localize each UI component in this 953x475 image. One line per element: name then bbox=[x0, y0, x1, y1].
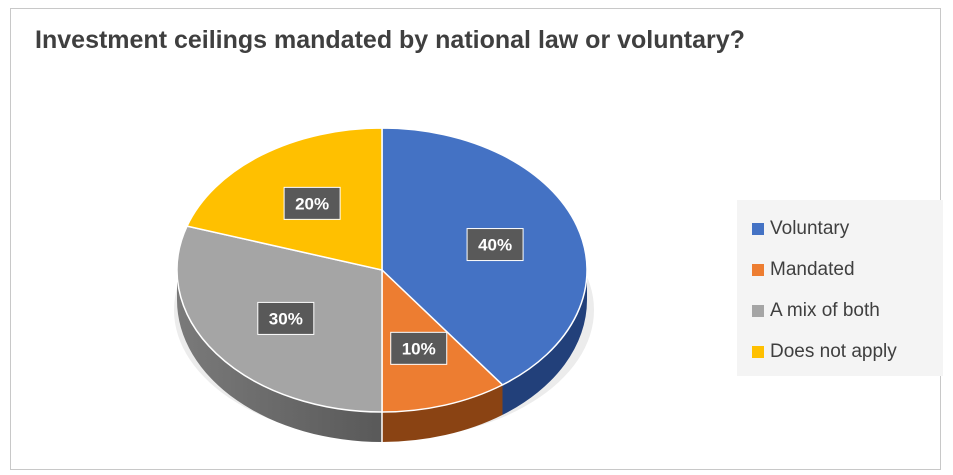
legend: Voluntary Mandated A mix of both Does no… bbox=[737, 200, 943, 376]
legend-item-mandated: Mandated bbox=[752, 255, 855, 285]
legend-item-does-not-apply: Does not apply bbox=[752, 337, 897, 367]
data-label-text: 10% bbox=[402, 339, 436, 358]
pie-slice-side-mandated bbox=[382, 384, 503, 442]
legend-label: Does not apply bbox=[770, 341, 897, 362]
legend-swatch-mix bbox=[752, 305, 764, 317]
pie-slice-side-voluntary bbox=[502, 270, 587, 415]
legend-label: A mix of both bbox=[770, 300, 880, 321]
legend-item-mix: A mix of both bbox=[752, 296, 880, 326]
data-label-box bbox=[283, 186, 341, 220]
legend-swatch-does-not-apply bbox=[752, 346, 764, 358]
chart-title: Investment ceilings mandated by national… bbox=[35, 26, 745, 54]
data-label-mandated: 10% bbox=[390, 331, 448, 365]
data-label-voluntary: 40% bbox=[466, 228, 524, 262]
legend-swatch-mandated bbox=[752, 264, 764, 276]
data-label-mix: 30% bbox=[257, 301, 315, 335]
legend-label: Mandated bbox=[770, 259, 855, 280]
data-label-text: 40% bbox=[478, 236, 512, 255]
data-label-text: 30% bbox=[269, 309, 303, 328]
legend-item-voluntary: Voluntary bbox=[752, 214, 849, 244]
data-label-box bbox=[257, 301, 315, 335]
data-label-does-not-apply: 20% bbox=[283, 186, 341, 220]
legend-label: Voluntary bbox=[770, 218, 850, 239]
data-label-text: 20% bbox=[295, 194, 329, 213]
legend-swatch-voluntary bbox=[752, 223, 764, 235]
data-label-box bbox=[390, 331, 448, 365]
data-label-box bbox=[466, 228, 524, 262]
